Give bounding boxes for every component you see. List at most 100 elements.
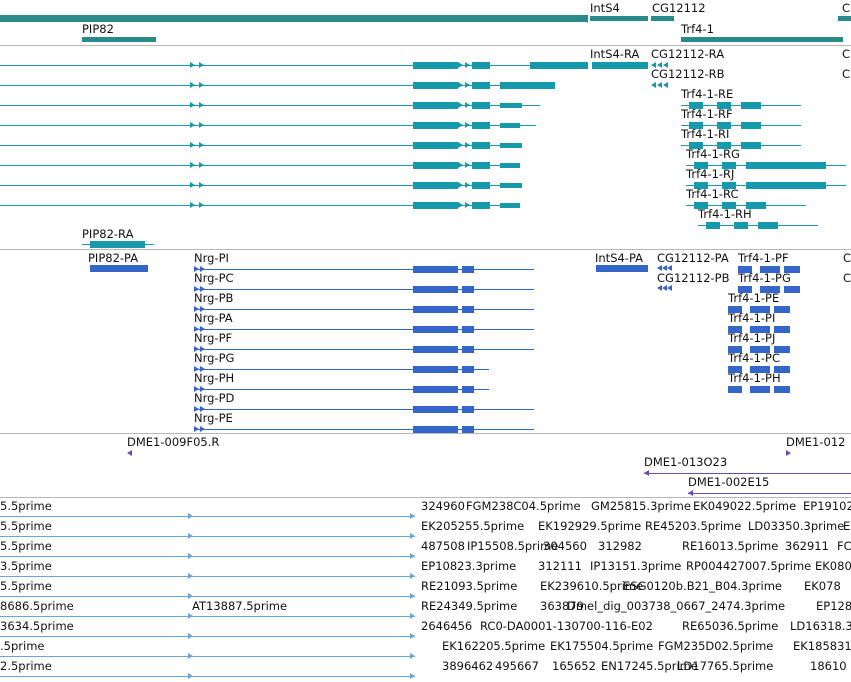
gene-label-ints4[interactable]: IntS4 — [590, 1, 620, 15]
est-label[interactable]: EN17245.5prime — [601, 659, 698, 673]
est-label[interactable]: IP13151.3prime — [590, 559, 682, 573]
est-label[interactable]: Dmel_dig_003738_0667_2474.3prime — [567, 599, 786, 613]
est-label[interactable]: EK175504.5prime — [550, 639, 654, 653]
transcript-label-cg12112-rb[interactable]: CG12112-RB — [651, 67, 725, 81]
protein-label-trf4-1-pj[interactable]: Trf4-1-PJ — [728, 331, 776, 345]
est-label[interactable]: FC — [837, 539, 851, 553]
protein-label-trf4-1-ph[interactable]: Trf4-1-PH — [728, 371, 781, 385]
est-label[interactable]: EK078 — [804, 579, 841, 593]
est-label[interactable]: RE21093.5prime — [421, 579, 518, 593]
est-label[interactable]: FGM235D02.5prime — [658, 639, 774, 653]
est-label[interactable]: 5.5prime — [0, 519, 52, 533]
gene-bar-nrg[interactable] — [0, 15, 588, 22]
protein-label-c1[interactable]: C — [843, 251, 851, 265]
est-label[interactable]: RE65036.5prime — [682, 619, 779, 633]
transcript-label-trf4-1-rh[interactable]: Trf4-1-RH — [698, 207, 752, 221]
est-label[interactable]: LD16318.3 — [790, 619, 851, 633]
est-label[interactable]: 487508 — [421, 539, 465, 553]
protein-label-cg12112-pa[interactable]: CG12112-PA — [657, 251, 729, 265]
est-label[interactable]: 362911 — [785, 539, 829, 553]
protein-label-nrg-pi[interactable]: Nrg-PI — [194, 251, 229, 265]
est-label[interactable]: RC0-DA0001-130700-116-E02 — [480, 619, 653, 633]
est-label[interactable]: 324960 — [421, 499, 465, 513]
gene-label-c[interactable]: C — [842, 1, 851, 15]
protein-label-nrg-pd[interactable]: Nrg-PD — [194, 391, 235, 405]
est-label[interactable]: 3634.5prime — [0, 619, 74, 633]
est-label[interactable]: .5prime — [0, 639, 45, 653]
protein-label-trf4-1-pe[interactable]: Trf4-1-PE — [728, 291, 780, 305]
est-label[interactable]: RE16013.5prime — [682, 539, 779, 553]
protein-label-nrg-ph[interactable]: Nrg-PH — [194, 371, 235, 385]
protein-label-nrg-pc[interactable]: Nrg-PC — [194, 271, 234, 285]
gene-bar-cg12112[interactable] — [651, 16, 674, 21]
protein-label-nrg-pg[interactable]: Nrg-PG — [194, 351, 235, 365]
protein-label-trf4-1-pg[interactable]: Trf4-1-PG — [738, 271, 791, 285]
transcript-label-cg12112-ra[interactable]: CG12112-RA — [651, 47, 725, 61]
est-label[interactable]: IP15508.5prime — [467, 539, 559, 553]
est-label[interactable]: LD17765.5prime — [677, 659, 774, 673]
clone-label-dme1-013o23[interactable]: DME1-013O23 — [644, 455, 728, 469]
est-label[interactable]: EP19102 — [803, 499, 851, 513]
protein-label-nrg-pa[interactable]: Nrg-PA — [194, 311, 233, 325]
transcript-label-trf4-1-re[interactable]: Trf4-1-RE — [681, 87, 734, 101]
est-label[interactable]: 304560 — [543, 539, 587, 553]
est-label[interactable]: RP004427007.5prime — [686, 559, 812, 573]
transcript-label-trf4-1-rf[interactable]: Trf4-1-RF — [681, 107, 733, 121]
protein-label-ints4-pa[interactable]: IntS4-PA — [595, 251, 644, 265]
transcript-label-trf4-1-ri[interactable]: Trf4-1-RI — [681, 127, 730, 141]
protein-label-trf4-1-pf[interactable]: Trf4-1-PF — [738, 251, 789, 265]
clone-line[interactable] — [644, 473, 851, 474]
est-label[interactable]: EK080 — [815, 559, 851, 573]
protein-label-trf4-1-pc[interactable]: Trf4-1-PC — [728, 351, 781, 365]
est-label[interactable]: 495667 — [495, 659, 539, 673]
est-label[interactable]: EK205255.5prime — [421, 519, 525, 533]
gene-label-pip82[interactable]: PIP82 — [82, 22, 114, 36]
est-label[interactable]: EK185831 — [793, 639, 851, 653]
clone-label-dme1-012[interactable]: DME1-012 — [786, 435, 846, 449]
est-label[interactable]: RE45203.5prime — [645, 519, 742, 533]
clone-marker[interactable] — [786, 450, 791, 456]
est-label[interactable]: 165652 — [552, 659, 596, 673]
transcript-label-pip82-ra[interactable]: PIP82-RA — [82, 227, 134, 241]
est-label[interactable]: 312111 — [538, 559, 582, 573]
protein-label-cg12112-pb[interactable]: CG12112-PB — [657, 271, 730, 285]
gene-bar-c[interactable] — [838, 16, 851, 21]
transcript-label-c1[interactable]: C — [842, 47, 851, 61]
protein-label-c2[interactable]: C — [843, 271, 851, 285]
clone-label-dme1-009f05[interactable]: DME1-009F05.R — [127, 435, 220, 449]
est-label[interactable]: 312982 — [598, 539, 642, 553]
est-label[interactable]: EK162205.5prime — [442, 639, 546, 653]
est-label[interactable]: GM25815.3prime — [591, 499, 691, 513]
gene-bar-pip82[interactable] — [82, 37, 156, 42]
est-label[interactable]: FGM238C04.5prime — [466, 499, 581, 513]
gene-label-cg12112[interactable]: CG12112 — [652, 1, 706, 15]
transcript-label-c2[interactable]: C — [842, 67, 851, 81]
transcript-label-ints4-ra[interactable]: IntS4-RA — [590, 47, 640, 61]
clone-marker[interactable] — [127, 450, 132, 456]
est-label[interactable]: EP10823.3prime — [421, 559, 517, 573]
est-label[interactable]: AT13887.5prime — [192, 599, 288, 613]
gene-label-trf4-1[interactable]: Trf4-1 — [681, 22, 714, 36]
est-label[interactable]: 5.5prime — [0, 579, 52, 593]
est-label[interactable]: 3.5prime — [0, 559, 52, 573]
est-label[interactable]: 2.5prime — [0, 659, 52, 673]
est-label[interactable]: LD03350.3prime — [748, 519, 845, 533]
transcript-label-trf4-1-rj[interactable]: Trf4-1-RJ — [686, 167, 735, 181]
est-label[interactable]: 3896462 — [442, 659, 494, 673]
protein-label-nrg-pf[interactable]: Nrg-PF — [194, 331, 233, 345]
est-label[interactable]: EK049022.5prime — [693, 499, 797, 513]
est-label[interactable]: 8686.5prime — [0, 599, 74, 613]
est-label[interactable]: EK — [843, 519, 851, 533]
est-label[interactable]: EK192929.5prime — [538, 519, 642, 533]
est-label[interactable]: EK239610.5prime — [540, 579, 644, 593]
transcript-label-trf4-1-rc[interactable]: Trf4-1-RC — [686, 187, 739, 201]
est-label[interactable]: RE24349.5prime — [421, 599, 518, 613]
est-label[interactable]: EP128 — [816, 599, 851, 613]
clone-line[interactable] — [688, 493, 851, 494]
protein-label-trf4-1-pi[interactable]: Trf4-1-PI — [728, 311, 776, 325]
clone-label-dme1-002e15[interactable]: DME1-002E15 — [688, 475, 770, 489]
est-label[interactable]: 5.5prime — [0, 499, 52, 513]
est-label[interactable]: 18610 — [810, 659, 847, 673]
est-label[interactable]: 363879 — [540, 599, 584, 613]
protein-label-nrg-pe[interactable]: Nrg-PE — [194, 411, 233, 425]
